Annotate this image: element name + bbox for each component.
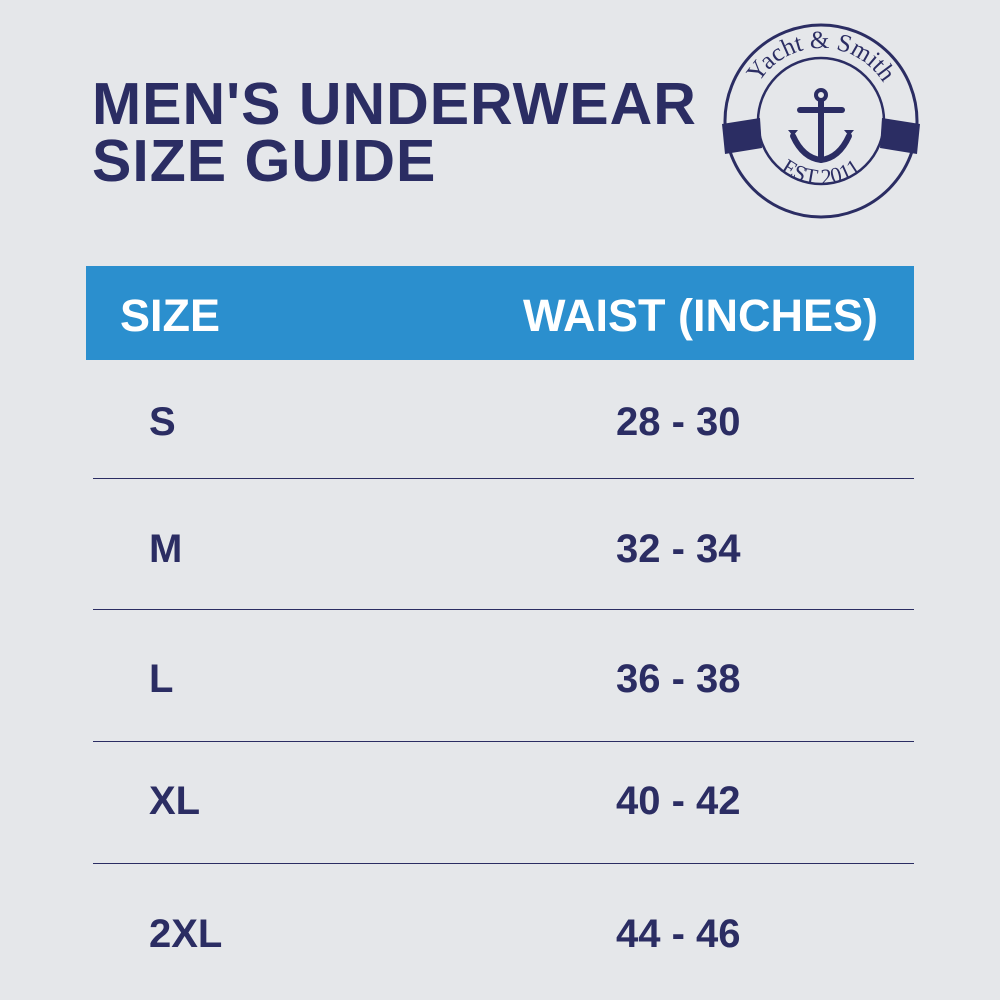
waist-cell: 40 - 42 [616,779,741,823]
waist-cell: 36 - 38 [616,657,741,701]
size-cell: M [149,527,183,571]
anchor-icon [790,88,852,164]
row-divider [93,863,914,864]
size-cell: XL [149,779,201,823]
waist-cell: 32 - 34 [616,527,741,571]
page-title: MEN'S UNDERWEAR SIZE GUIDE [92,71,697,194]
row-divider [93,478,914,479]
waist-cell: 28 - 30 [616,400,741,444]
header-size: SIZE [120,290,221,341]
title-line-2: SIZE GUIDE [92,128,437,194]
size-cell: S [149,400,176,444]
header-waist: WAIST (INCHES) [523,290,878,341]
row-divider [93,741,914,742]
brand-logo: Yacht & Smith EST 2011 [722,23,920,219]
row-divider [93,609,914,610]
title-line-1: MEN'S UNDERWEAR [92,71,697,137]
waist-cell: 44 - 46 [616,912,741,956]
table-header: SIZE WAIST (INCHES) [86,266,914,360]
size-cell: L [149,657,174,701]
size-cell: 2XL [149,912,223,956]
